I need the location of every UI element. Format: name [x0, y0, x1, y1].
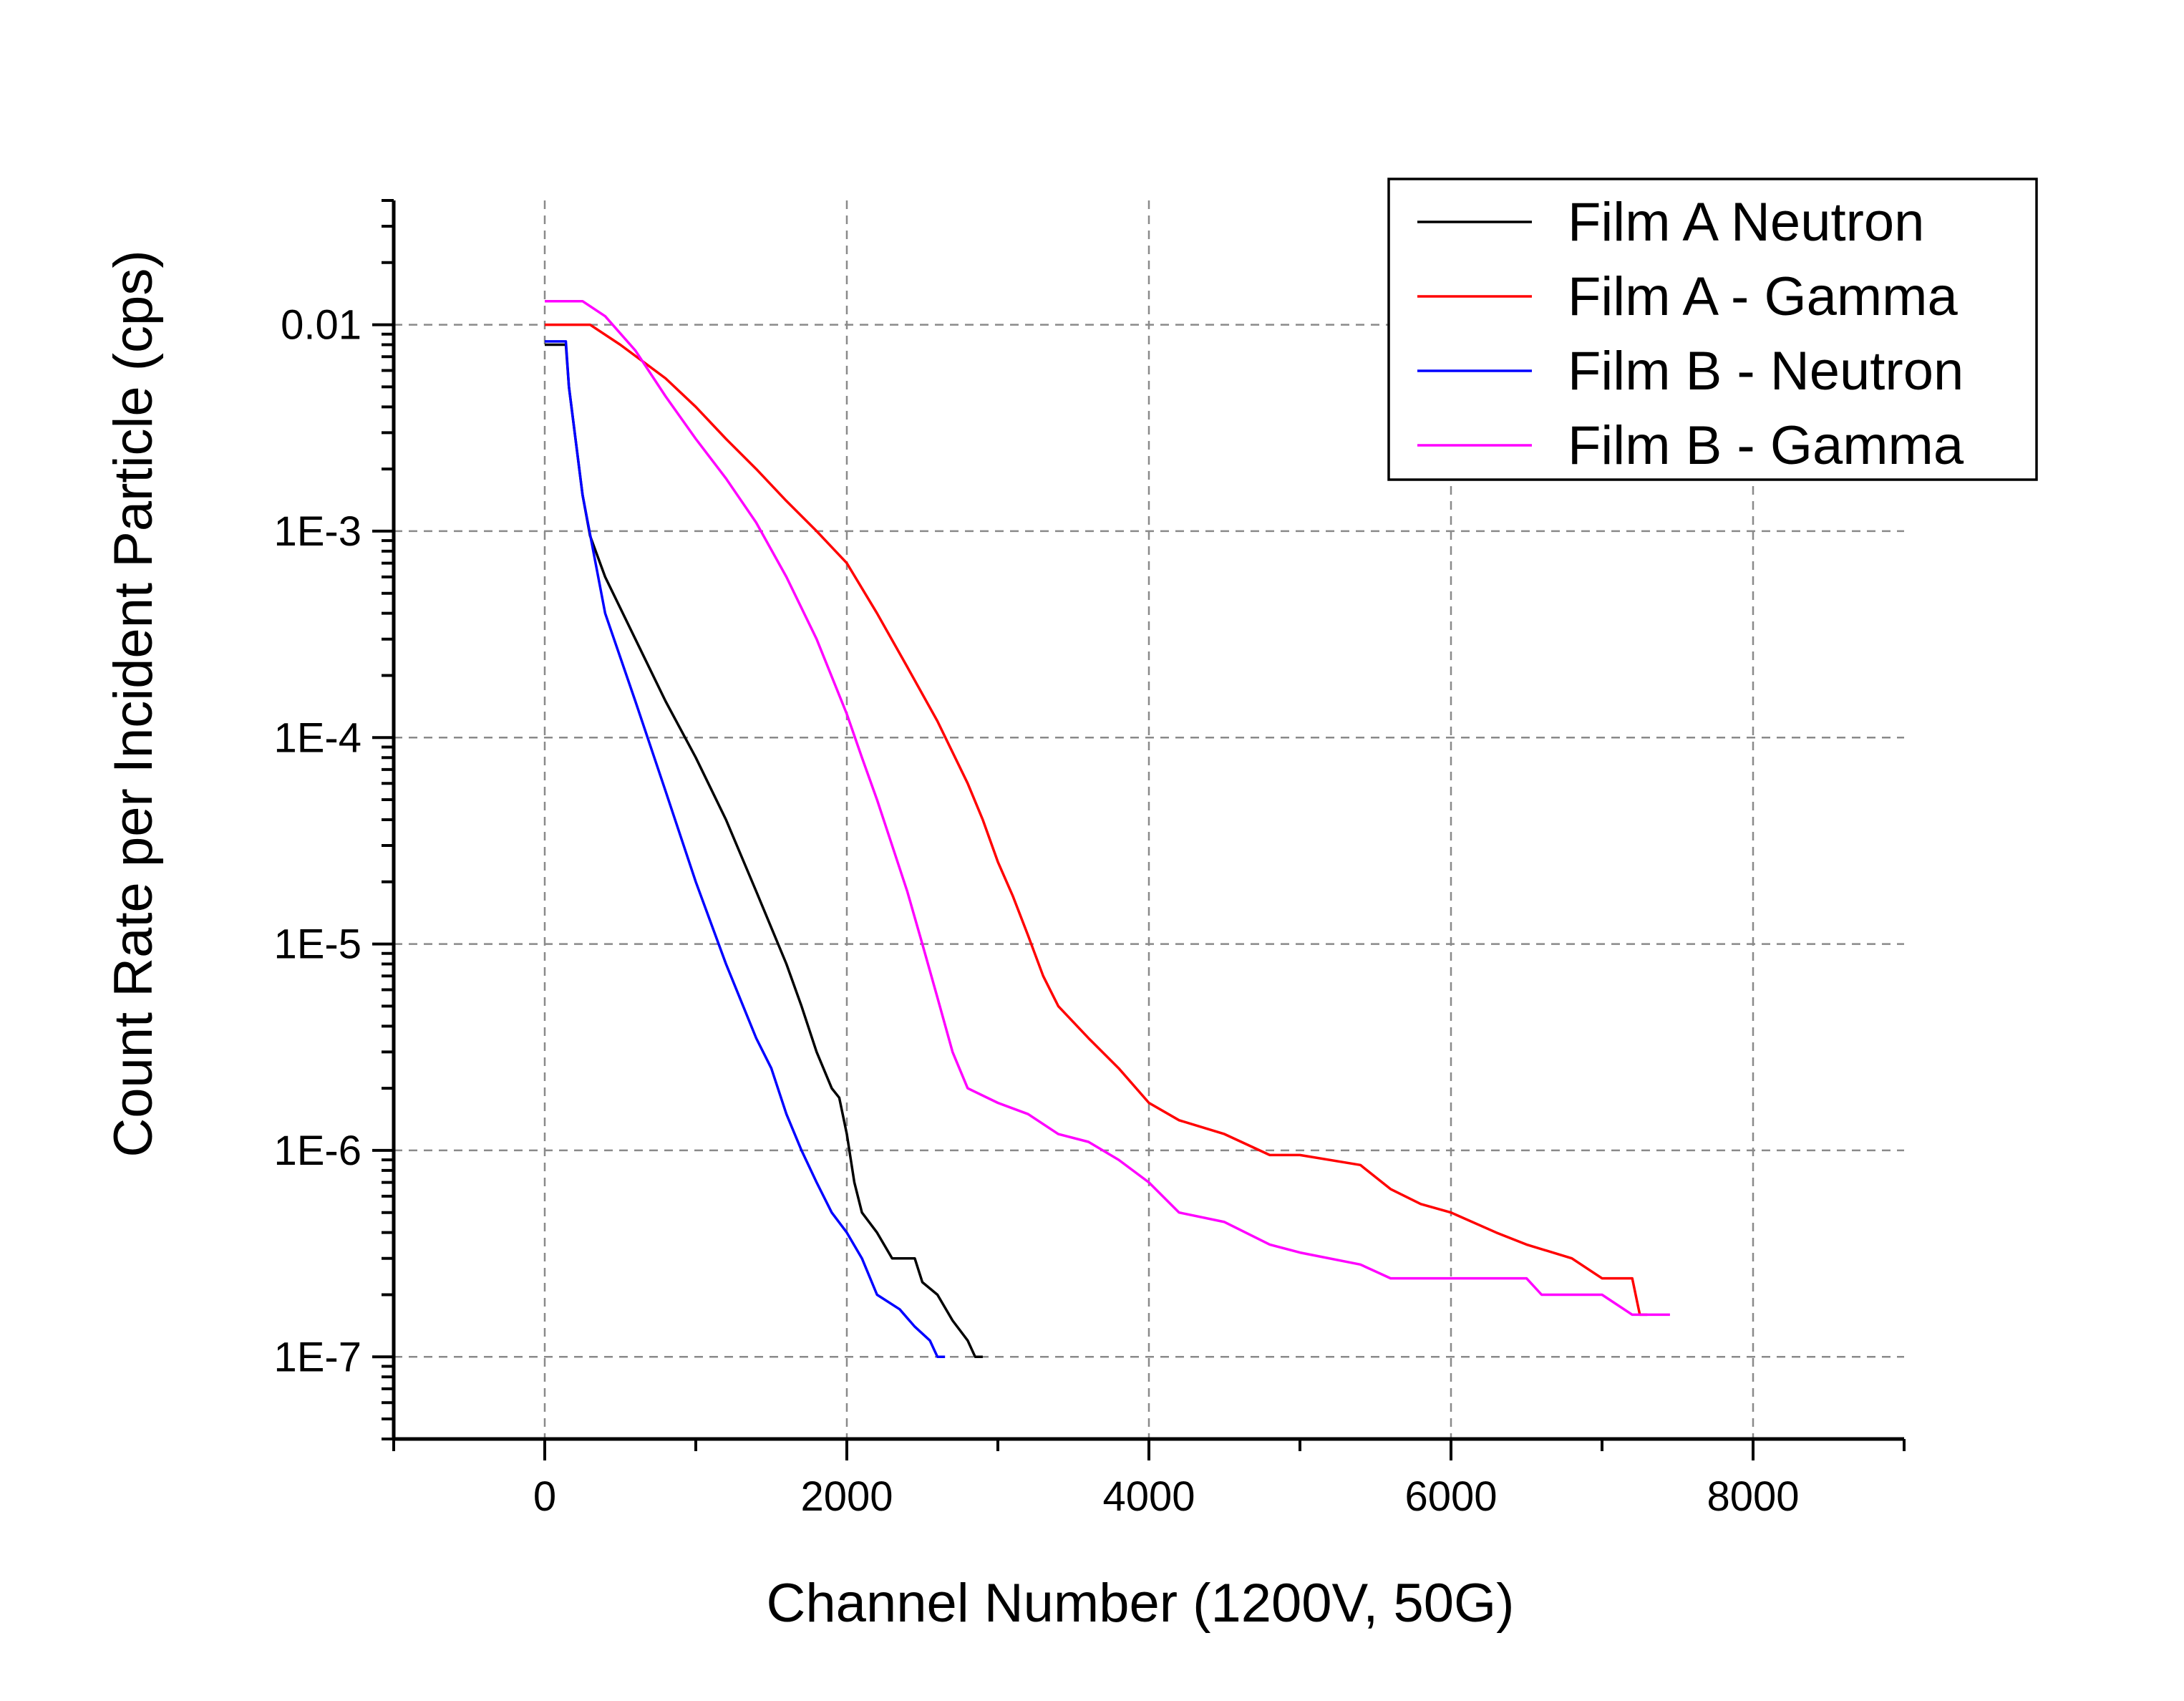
series-line-3	[545, 340, 946, 1359]
series-layer	[545, 299, 1670, 1359]
grid	[394, 200, 1904, 1439]
y-tick-label: 1E-6	[273, 1128, 361, 1174]
y-tick-label: 1E-5	[273, 921, 361, 968]
legend-label: Film A Neutron	[1568, 192, 1924, 253]
legend: Film A Neutron Film A - Gamma Film B - Neu…	[1387, 178, 2038, 481]
y-tick-label: 0.01	[281, 302, 361, 349]
legend-box	[1387, 178, 2038, 481]
series-line-2	[545, 323, 1648, 1317]
axes	[372, 199, 1906, 1460]
x-tick-label: 8000	[1707, 1473, 1799, 1520]
tick-labels: 0 2000 4000 6000 8000 0.01 1E-3 1E-4 1E-5 1E-6 1E-…	[273, 302, 1799, 1520]
legend-label: Film B - Gamma	[1568, 415, 1964, 476]
legend-label: Film B - Neutron	[1568, 341, 1964, 402]
y-tick-label: 1E-7	[273, 1334, 361, 1380]
x-axis-title: Channel Number (1200V, 50G)	[767, 1573, 1515, 1634]
x-tick-label: 2000	[800, 1473, 893, 1520]
legend-label: Film A - Gamma	[1568, 266, 1958, 327]
x-tick-label: 4000	[1102, 1473, 1195, 1520]
series-line-4	[545, 299, 1670, 1317]
y-tick-label: 1E-3	[273, 508, 361, 555]
y-tick-label: 1E-4	[273, 714, 361, 761]
x-tick-label: 0	[533, 1473, 556, 1520]
series-line-1	[545, 343, 983, 1359]
x-tick-label: 6000	[1404, 1473, 1497, 1520]
y-axis-title: Count Rate per Incident Particle (cps)	[103, 250, 164, 1157]
